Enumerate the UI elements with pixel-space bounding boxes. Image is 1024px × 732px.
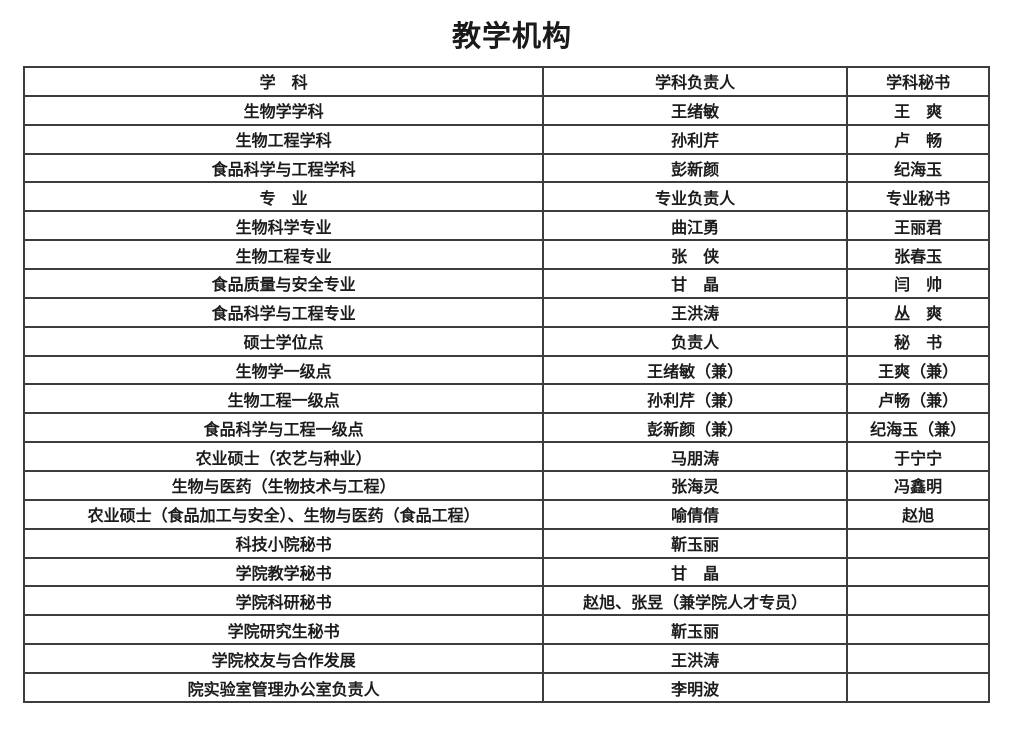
table-cell: 生物工程专业 [22, 239, 545, 271]
table-cell: 负责人 [542, 325, 849, 357]
table-cell: 学院校友与合作发展 [22, 643, 545, 675]
table-cell: 张海灵 [542, 470, 849, 501]
table-cell: 生物学一级点 [22, 354, 545, 386]
table-body: 学 科学科负责人 学科秘书 生物学学科 王绪敏王 爽生物工程学科 孙利芹卢 畅食品科学与… [22, 66, 990, 703]
table-cell: 食品科学与工程学科 [22, 152, 545, 184]
table-row: 生物学一级点 王绪敏（兼） 王爽（兼） [22, 354, 990, 386]
table-cell: 闫 帅 [846, 268, 990, 299]
table-cell: 王 爽 [846, 94, 990, 126]
table-cell: 靳玉丽 [542, 614, 849, 646]
table-row: 食品科学与工程学科 彭新颜 纪海玉 [22, 152, 990, 184]
table-cell: 李明波 [542, 672, 849, 703]
table-row: 学院研究生秘书 靳玉丽 [22, 614, 990, 646]
table-cell: 赵旭、张昱（兼学院人才专员） [542, 585, 849, 617]
table-cell: 赵旭 [846, 498, 990, 530]
table-row: 科技小院秘书 靳玉丽 [22, 527, 990, 559]
table-row: 农业硕士（农艺与种业） 马朋涛 于宁宁 [22, 441, 990, 473]
table-row: 农业硕士（食品加工与安全）、生物与医药（食品工程） 喻倩倩 赵旭 [22, 498, 990, 530]
table-cell: 专 业 [22, 181, 545, 213]
table-cell: 院实验室管理办公室负责人 [22, 672, 545, 703]
table-cell: 农业硕士（农艺与种业） [22, 441, 545, 473]
table-cell: 马朋涛 [542, 441, 849, 473]
table-cell: 生物学学科 [22, 94, 545, 126]
table-cell: 丛 爽 [846, 296, 990, 328]
table-cell: 王绪敏（兼） [542, 354, 849, 386]
table-cell: 生物工程学科 [22, 123, 545, 155]
table-cell: 学科秘书 [846, 66, 990, 97]
table-row: 生物工程一级点 孙利芹（兼） 卢畅（兼） [22, 383, 990, 415]
table-cell: 生物与医药（生物技术与工程） [22, 470, 545, 501]
table-cell: 生物工程一级点 [22, 383, 545, 415]
table-cell: 学院研究生秘书 [22, 614, 545, 646]
table-cell: 于宁宁 [846, 441, 990, 473]
table-row: 生物学学科 王绪敏王 爽 [22, 94, 990, 126]
table-cell: 彭新颜 [542, 152, 849, 184]
table-row: 硕士学位点 负责人秘 书 [22, 325, 990, 357]
table-row: 学院教学秘书甘 晶 [22, 556, 990, 588]
page-title: 教学机构 [451, 21, 572, 53]
table-row: 食品质量与安全专业甘 晶闫 帅 [22, 268, 990, 299]
table-cell: 甘 晶 [542, 556, 849, 588]
table-cell: 学院教学秘书 [22, 556, 545, 588]
table-row: 专 业专业负责人 专业秘书 [22, 181, 990, 213]
table-cell: 纪海玉（兼） [846, 412, 990, 444]
table-cell: 学院科研秘书 [22, 585, 545, 617]
table-cell: 农业硕士（食品加工与安全）、生物与医药（食品工程） [22, 498, 545, 530]
table-cell: 王洪涛 [542, 643, 849, 675]
table-cell: 甘 晶 [542, 268, 849, 299]
table-row: 食品科学与工程专业 王洪涛丛 爽 [22, 296, 990, 328]
table-row: 生物工程专业张 侠张春玉 [22, 239, 990, 271]
table-cell: 王丽君 [846, 210, 990, 242]
table-cell: 卢 畅 [846, 123, 990, 155]
table-cell: 冯鑫明 [846, 470, 990, 501]
table-cell: 曲江勇 [542, 210, 849, 242]
table-cell: 生物科学专业 [22, 210, 545, 242]
table-row: 生物工程学科 孙利芹卢 畅 [22, 123, 990, 155]
table-cell: 王绪敏 [542, 94, 849, 126]
table-cell: 学 科 [22, 66, 545, 97]
table-row: 食品科学与工程一级点 彭新颜（兼） 纪海玉（兼） [22, 412, 990, 444]
table-cell: 专业负责人 [542, 181, 849, 213]
table-cell: 食品科学与工程专业 [22, 296, 545, 328]
table-row: 学院校友与合作发展 王洪涛 [22, 643, 990, 675]
table-row: 院实验室管理办公室负责人 李明波 [22, 672, 990, 703]
table-cell: 专业秘书 [846, 181, 990, 213]
table-cell: 张 侠 [542, 239, 849, 271]
table-row: 学 科学科负责人 学科秘书 [22, 66, 990, 97]
org-table: 学 科学科负责人 学科秘书 生物学学科 王绪敏王 爽生物工程学科 孙利芹卢 畅食品科学与… [22, 66, 990, 703]
table-row: 生物与医药（生物技术与工程） 张海灵 冯鑫明 [22, 470, 990, 501]
table-row: 学院科研秘书 赵旭、张昱（兼学院人才专员） [22, 585, 990, 617]
table-cell [846, 643, 990, 675]
table-cell: 喻倩倩 [542, 498, 849, 530]
table-cell: 科技小院秘书 [22, 527, 545, 559]
table-cell: 孙利芹（兼） [542, 383, 849, 415]
table-row: 生物科学专业 曲江勇 王丽君 [22, 210, 990, 242]
table-cell: 王洪涛 [542, 296, 849, 328]
table-cell: 靳玉丽 [542, 527, 849, 559]
table-cell: 食品科学与工程一级点 [22, 412, 545, 444]
table-cell [846, 614, 990, 646]
table-cell: 孙利芹 [542, 123, 849, 155]
table-cell: 秘 书 [846, 325, 990, 357]
table-cell [846, 672, 990, 703]
table-cell: 学科负责人 [542, 66, 849, 97]
table-cell: 食品质量与安全专业 [22, 268, 545, 299]
table-cell [846, 527, 990, 559]
table-cell: 卢畅（兼） [846, 383, 990, 415]
table-cell: 彭新颜（兼） [542, 412, 849, 444]
table-cell: 纪海玉 [846, 152, 990, 184]
table-cell: 硕士学位点 [22, 325, 545, 357]
table-cell: 王爽（兼） [846, 354, 990, 386]
table-cell [846, 556, 990, 588]
table-cell: 张春玉 [846, 239, 990, 271]
table-cell [846, 585, 990, 617]
